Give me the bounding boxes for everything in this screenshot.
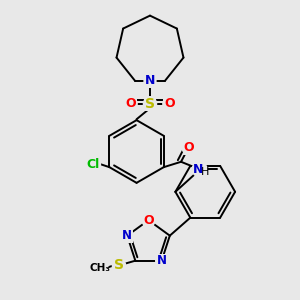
Text: O: O xyxy=(125,97,136,110)
Circle shape xyxy=(142,214,155,227)
Text: O: O xyxy=(164,97,175,110)
Text: O: O xyxy=(183,141,194,154)
Text: O: O xyxy=(143,214,154,227)
Text: Cl: Cl xyxy=(86,158,100,171)
Circle shape xyxy=(91,260,108,277)
Text: N: N xyxy=(157,254,167,267)
Circle shape xyxy=(192,162,207,177)
Circle shape xyxy=(156,255,168,267)
Text: S: S xyxy=(114,258,124,272)
Circle shape xyxy=(121,230,133,242)
Text: CH₃: CH₃ xyxy=(89,263,110,273)
Text: N: N xyxy=(193,164,203,176)
Text: N: N xyxy=(122,229,132,242)
Circle shape xyxy=(85,157,100,172)
Text: S: S xyxy=(145,97,155,111)
Circle shape xyxy=(112,259,125,272)
Circle shape xyxy=(143,97,157,110)
Circle shape xyxy=(144,75,156,87)
Text: N: N xyxy=(145,74,155,87)
Circle shape xyxy=(124,97,137,110)
Circle shape xyxy=(182,141,195,154)
Circle shape xyxy=(163,97,176,110)
Text: H: H xyxy=(200,167,209,177)
